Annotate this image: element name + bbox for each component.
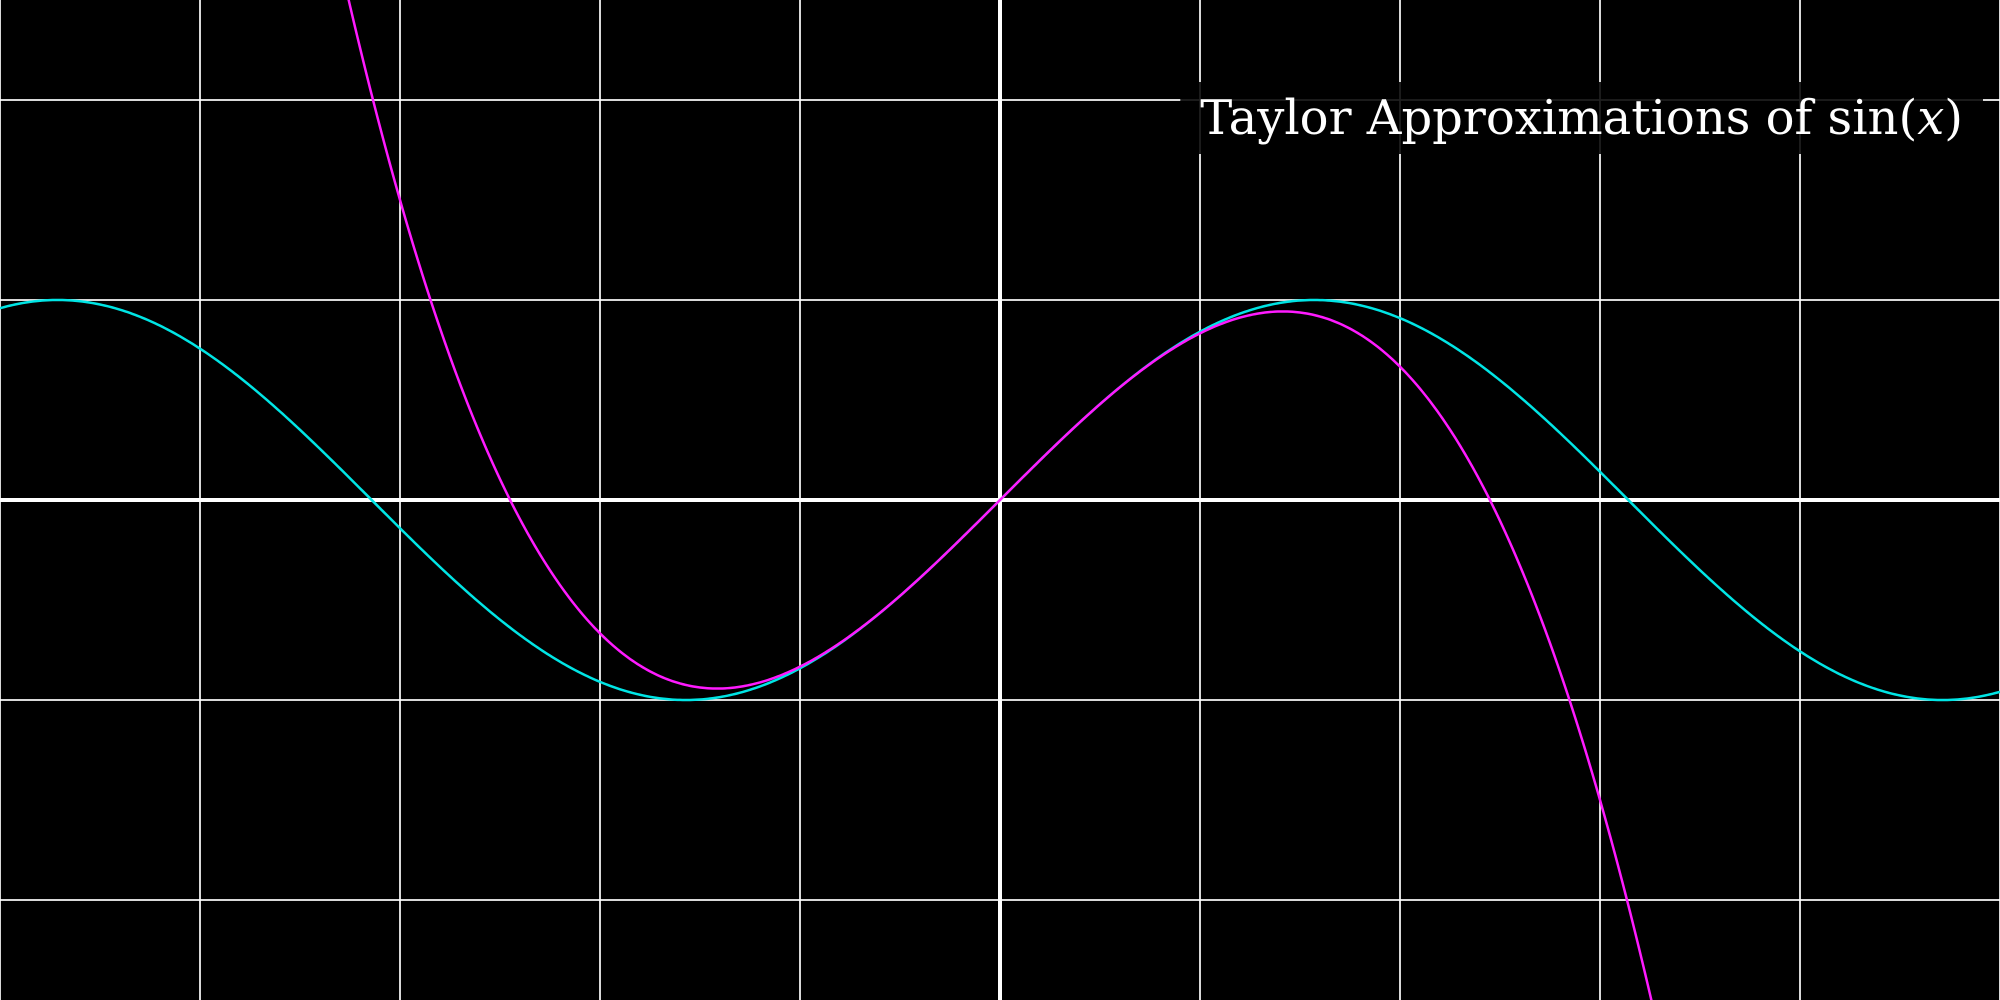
chart-title-group: Taylor Approximations of sin(x): [1180, 82, 1983, 154]
chart-title-suffix: ): [1944, 90, 1963, 146]
chart-title: Taylor Approximations of sin(x): [1200, 90, 1963, 146]
chart-title-background: [1180, 82, 1983, 154]
chart-title-prefix: Taylor Approximations of sin(: [1200, 90, 1917, 146]
chart-title-variable: x: [1917, 90, 1944, 146]
